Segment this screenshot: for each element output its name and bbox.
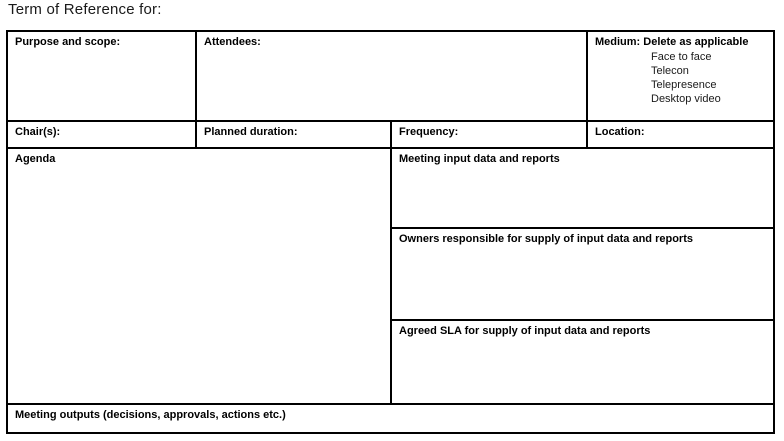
agenda-label: Agenda bbox=[15, 153, 56, 165]
purpose-and-scope-label: Purpose and scope: bbox=[15, 36, 121, 48]
cell-owners-responsible[interactable]: Owners responsible for supply of input d… bbox=[390, 227, 773, 319]
agreed-sla-label: Agreed SLA for supply of input data and … bbox=[399, 325, 651, 337]
planned-duration-label: Planned duration: bbox=[204, 126, 298, 138]
location-label: Location: bbox=[595, 126, 645, 138]
medium-options-list: Face to face Telecon Telepresence Deskto… bbox=[595, 50, 773, 106]
cell-attendees[interactable]: Attendees: bbox=[195, 32, 586, 120]
cell-location[interactable]: Location: bbox=[586, 120, 773, 147]
cell-meeting-outputs[interactable]: Meeting outputs (decisions, approvals, a… bbox=[8, 403, 773, 432]
cell-medium[interactable]: Medium: Delete as applicable Face to fac… bbox=[586, 32, 773, 120]
terms-of-reference-table: Purpose and scope: Attendees: Medium: De… bbox=[6, 30, 775, 434]
cell-chairs[interactable]: Chair(s): bbox=[8, 120, 195, 147]
owners-responsible-label: Owners responsible for supply of input d… bbox=[399, 233, 693, 245]
medium-option-desktop-video[interactable]: Desktop video bbox=[651, 93, 721, 105]
attendees-label: Attendees: bbox=[204, 36, 261, 48]
cell-agreed-sla[interactable]: Agreed SLA for supply of input data and … bbox=[390, 319, 773, 403]
cell-agenda[interactable]: Agenda bbox=[8, 147, 390, 403]
cell-meeting-input-data[interactable]: Meeting input data and reports bbox=[390, 147, 773, 227]
cell-purpose-and-scope[interactable]: Purpose and scope: bbox=[8, 32, 195, 120]
frequency-label: Frequency: bbox=[399, 126, 459, 138]
chairs-label: Chair(s): bbox=[15, 126, 61, 138]
medium-option-face-to-face[interactable]: Face to face bbox=[651, 51, 712, 63]
medium-option-telepresence[interactable]: Telepresence bbox=[651, 79, 717, 91]
medium-option-telecon[interactable]: Telecon bbox=[651, 65, 689, 77]
cell-planned-duration[interactable]: Planned duration: bbox=[195, 120, 390, 147]
cell-frequency[interactable]: Frequency: bbox=[390, 120, 586, 147]
meeting-input-data-label: Meeting input data and reports bbox=[399, 153, 560, 165]
meeting-outputs-label: Meeting outputs (decisions, approvals, a… bbox=[15, 409, 286, 421]
page-title: Term of Reference for: bbox=[8, 1, 162, 18]
medium-label: Medium: Delete as applicable bbox=[595, 36, 749, 48]
